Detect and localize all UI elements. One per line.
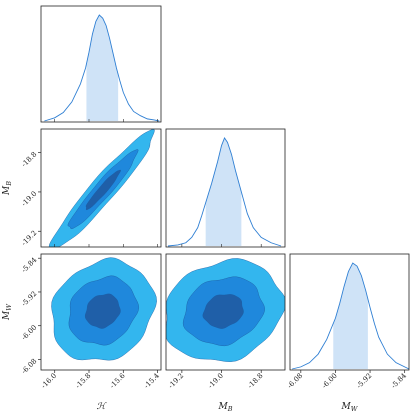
joint-panel-ℋ-M_W (40, 253, 162, 371)
x-tick-label: -19.2 (167, 372, 185, 390)
credible-interval-band (86, 15, 119, 121)
x-tick-label: -6.08 (286, 372, 304, 390)
panel-frame (165, 253, 286, 371)
marginal-density-line (167, 137, 282, 247)
x-axis-label: MB (218, 402, 233, 413)
y-axis-label: MW (2, 303, 13, 321)
x-tick-label: -15.8 (74, 372, 92, 390)
x-tick-label: -16.0 (40, 372, 58, 390)
x-tick-label: -19.0 (207, 372, 225, 390)
credible-interval-band (333, 263, 368, 369)
x-tick-label: -18.8 (246, 372, 264, 390)
x-tick-label: -6.00 (320, 372, 338, 390)
x-tick-label: -5.92 (355, 372, 373, 390)
y-axis-label: MB (2, 181, 13, 196)
y-tick-label: -18.8 (20, 150, 38, 168)
panel-frame (289, 253, 410, 371)
y-tick-label: -19.0 (20, 190, 38, 208)
y-tick-label: -5.92 (20, 290, 38, 308)
marginal-panel-1 (40, 5, 162, 123)
marginal-panel-3 (289, 253, 410, 371)
panel-frame (40, 253, 162, 371)
marginal-density-line (44, 14, 160, 122)
contour-1sigma (202, 294, 244, 329)
credible-interval-band (205, 138, 242, 246)
joint-panel-ℋ-M_B (40, 128, 162, 248)
y-tick-label: -6.08 (20, 357, 38, 375)
contour-1sigma (84, 293, 121, 329)
x-tick-label: -15.6 (108, 371, 127, 390)
marginal-panel-2 (165, 128, 286, 248)
joint-panel-M_B-M_W (165, 253, 286, 371)
x-axis-label: ℋ (97, 402, 108, 412)
x-axis-label: MW (341, 402, 359, 413)
y-tick-label: -19.2 (20, 229, 38, 247)
marginal-density-line (292, 262, 410, 370)
y-tick-label: -5.84 (20, 256, 39, 275)
y-tick-label: -6.00 (20, 323, 38, 341)
contour-1sigma (85, 169, 121, 211)
panel-frame (40, 128, 162, 248)
panel-frame (40, 5, 162, 123)
x-tick-label: -15.4 (143, 371, 162, 390)
panel-frame (165, 128, 286, 248)
x-tick-label: -5.84 (390, 371, 409, 390)
